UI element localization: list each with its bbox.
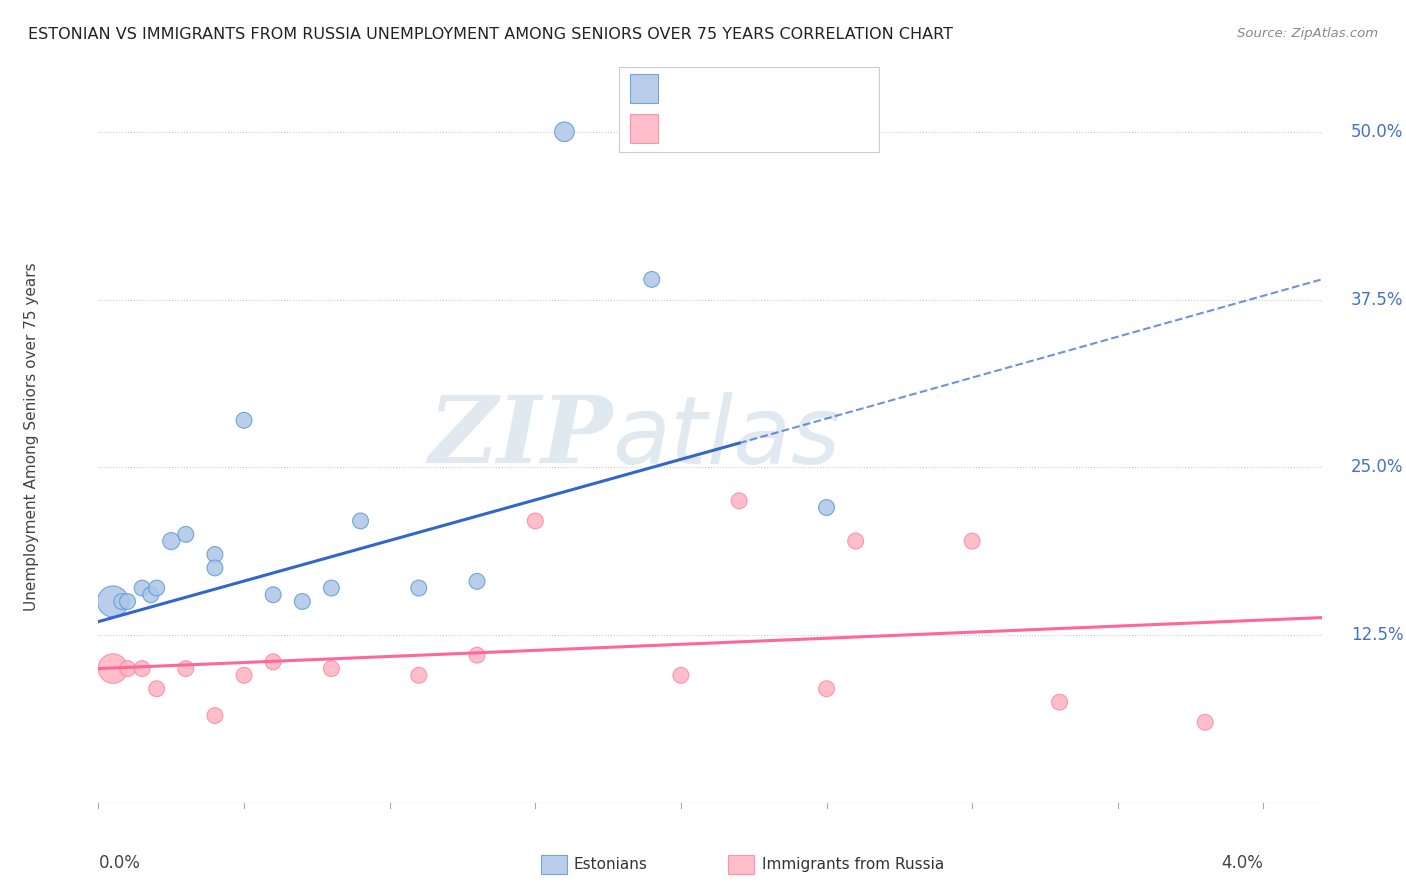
Text: 37.5%: 37.5% <box>1351 291 1403 309</box>
Point <box>160 534 183 549</box>
Text: N = 19: N = 19 <box>780 120 838 137</box>
Text: Source: ZipAtlas.com: Source: ZipAtlas.com <box>1237 27 1378 40</box>
Text: 0.0%: 0.0% <box>98 854 141 871</box>
Point <box>131 581 153 595</box>
Point <box>117 662 139 676</box>
Point <box>524 514 547 528</box>
Point <box>139 588 162 602</box>
Point <box>349 514 371 528</box>
Point <box>204 561 226 575</box>
Point <box>111 594 134 608</box>
Point <box>174 662 197 676</box>
Point <box>145 581 167 595</box>
Point <box>262 588 284 602</box>
Text: ESTONIAN VS IMMIGRANTS FROM RUSSIA UNEMPLOYMENT AMONG SENIORS OVER 75 YEARS CORR: ESTONIAN VS IMMIGRANTS FROM RUSSIA UNEMP… <box>28 27 953 42</box>
Text: Unemployment Among Seniors over 75 years: Unemployment Among Seniors over 75 years <box>24 263 38 611</box>
Point <box>669 668 692 682</box>
Point <box>174 527 197 541</box>
Point <box>465 648 488 662</box>
Point <box>845 534 868 549</box>
Point <box>465 574 488 589</box>
Point <box>321 662 343 676</box>
Text: 25.0%: 25.0% <box>1351 458 1403 476</box>
Point <box>291 594 314 608</box>
Point <box>117 594 139 608</box>
Text: ZIP: ZIP <box>427 392 612 482</box>
Point <box>204 548 226 562</box>
Point <box>233 413 256 427</box>
Point <box>262 655 284 669</box>
Point <box>204 708 226 723</box>
Point <box>101 662 124 676</box>
Text: Immigrants from Russia: Immigrants from Russia <box>762 857 945 871</box>
Text: 4.0%: 4.0% <box>1222 854 1264 871</box>
Point <box>815 500 838 515</box>
Point <box>553 125 575 139</box>
Point <box>233 668 256 682</box>
Point <box>728 493 751 508</box>
Text: R = 0.280: R = 0.280 <box>665 79 748 97</box>
Point <box>960 534 983 549</box>
Text: R = 0.236: R = 0.236 <box>665 120 748 137</box>
Point <box>321 581 343 595</box>
Point <box>641 272 664 286</box>
Point <box>1049 695 1071 709</box>
Point <box>101 594 124 608</box>
Text: Estonians: Estonians <box>574 857 648 871</box>
Point <box>131 662 153 676</box>
Text: 50.0%: 50.0% <box>1351 123 1403 141</box>
Point <box>408 581 430 595</box>
Text: N = 20: N = 20 <box>780 79 838 97</box>
Point <box>815 681 838 696</box>
Point <box>1194 715 1216 730</box>
Point <box>145 681 167 696</box>
Text: atlas: atlas <box>612 392 841 483</box>
Point <box>408 668 430 682</box>
Text: 12.5%: 12.5% <box>1351 626 1403 644</box>
